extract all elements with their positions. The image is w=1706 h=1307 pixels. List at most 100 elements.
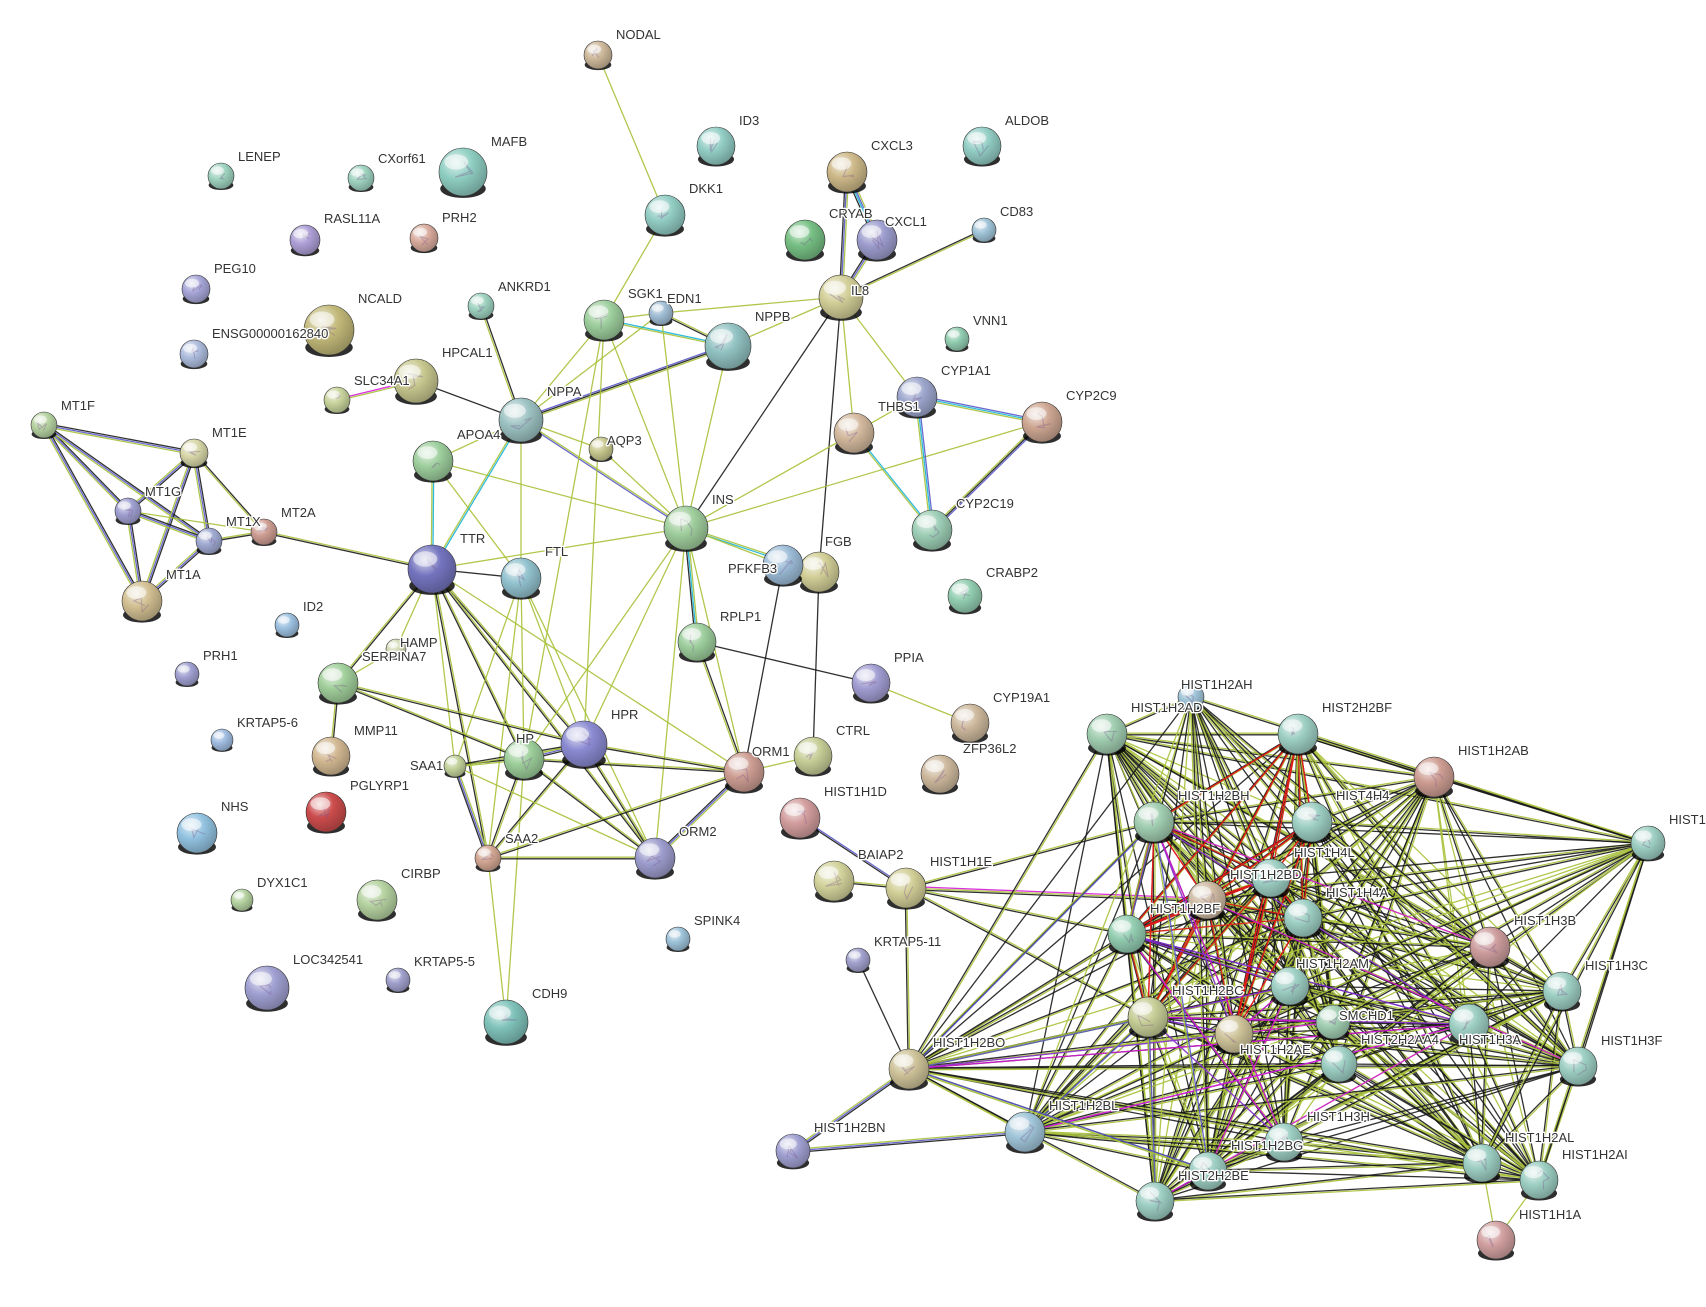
- svg-text:SAA1: SAA1: [410, 758, 443, 773]
- svg-text:MMP11: MMP11: [354, 723, 398, 738]
- svg-text:CTRL: CTRL: [836, 723, 870, 738]
- svg-text:LOC342541: LOC342541: [293, 952, 363, 967]
- svg-text:NCALD: NCALD: [358, 291, 402, 306]
- svg-text:HIST2H2BF: HIST2H2BF: [1322, 700, 1392, 715]
- svg-text:AQP3: AQP3: [607, 433, 642, 448]
- svg-text:PGLYRP1: PGLYRP1: [350, 778, 409, 793]
- svg-text:CXorf61: CXorf61: [378, 151, 426, 166]
- svg-text:HIST1H4A: HIST1H4A: [1326, 885, 1388, 900]
- svg-text:CRYAB: CRYAB: [829, 206, 873, 221]
- svg-text:HIST1H2BD: HIST1H2BD: [1230, 867, 1302, 882]
- svg-text:MT2A: MT2A: [281, 505, 316, 520]
- svg-text:ENSG00000162840: ENSG00000162840: [212, 326, 328, 341]
- svg-text:HIST1H3A: HIST1H3A: [1459, 1032, 1521, 1047]
- svg-text:EDN1: EDN1: [667, 291, 702, 306]
- svg-text:CDH9: CDH9: [532, 986, 567, 1001]
- svg-text:LENEP: LENEP: [238, 149, 281, 164]
- svg-text:SLC34A1: SLC34A1: [354, 373, 410, 388]
- svg-text:CRABP2: CRABP2: [986, 565, 1038, 580]
- svg-text:ZFP36L2: ZFP36L2: [963, 741, 1016, 756]
- svg-text:PRH2: PRH2: [442, 210, 477, 225]
- svg-text:THBS1: THBS1: [878, 399, 920, 414]
- svg-text:HIST1H1A: HIST1H1A: [1519, 1207, 1581, 1222]
- svg-text:PRH1: PRH1: [203, 648, 238, 663]
- svg-text:CYP1A1: CYP1A1: [941, 363, 991, 378]
- svg-text:HIST1H3H: HIST1H3H: [1307, 1109, 1370, 1124]
- svg-text:ID2: ID2: [303, 599, 323, 614]
- svg-text:ID3: ID3: [739, 113, 759, 128]
- svg-text:PEG10: PEG10: [214, 261, 256, 276]
- svg-text:NPPB: NPPB: [755, 309, 790, 324]
- svg-text:FGB: FGB: [825, 534, 852, 549]
- svg-text:CXCL1: CXCL1: [885, 214, 927, 229]
- svg-text:DKK1: DKK1: [689, 181, 723, 196]
- svg-text:HIST1H2AI: HIST1H2AI: [1562, 1147, 1628, 1162]
- svg-text:RPLP1: RPLP1: [720, 609, 761, 624]
- svg-text:HIST1H2AL: HIST1H2AL: [1505, 1130, 1574, 1145]
- svg-text:MT1E: MT1E: [212, 425, 247, 440]
- svg-text:NPPA: NPPA: [547, 384, 582, 399]
- svg-text:INS: INS: [712, 492, 734, 507]
- svg-text:HIST1H2AB: HIST1H2AB: [1458, 743, 1529, 758]
- svg-text:CIRBP: CIRBP: [401, 866, 441, 881]
- svg-text:HPR: HPR: [611, 707, 638, 722]
- svg-text:HIST2H2BE: HIST2H2BE: [1178, 1168, 1249, 1183]
- svg-text:HIST1H2AM: HIST1H2AM: [1296, 956, 1369, 971]
- svg-text:IL8: IL8: [851, 283, 869, 298]
- svg-text:CYP2C9: CYP2C9: [1066, 388, 1117, 403]
- svg-text:PFKFB3: PFKFB3: [728, 561, 777, 576]
- svg-text:HIST1H2BN: HIST1H2BN: [814, 1120, 886, 1135]
- svg-text:CYP19A1: CYP19A1: [993, 690, 1050, 705]
- svg-text:RASL11A: RASL11A: [324, 211, 380, 226]
- svg-text:SERPINA7: SERPINA7: [362, 649, 426, 664]
- svg-text:VNN1: VNN1: [973, 313, 1008, 328]
- svg-text:MAFB: MAFB: [491, 134, 527, 149]
- svg-text:CXCL3: CXCL3: [871, 138, 913, 153]
- svg-text:HIST1H2BO: HIST1H2BO: [933, 1035, 1005, 1050]
- svg-text:SMCHD1: SMCHD1: [1339, 1008, 1394, 1023]
- svg-text:HIST1H2BL: HIST1H2BL: [1049, 1098, 1118, 1113]
- svg-text:HPCAL1: HPCAL1: [442, 345, 493, 360]
- svg-text:HIST1H3F: HIST1H3F: [1601, 1033, 1662, 1048]
- svg-text:KRTAP5-6: KRTAP5-6: [237, 715, 298, 730]
- svg-text:HIST4H4: HIST4H4: [1336, 788, 1389, 803]
- svg-text:HIST1H1E: HIST1H1E: [930, 854, 992, 869]
- svg-text:NODAL: NODAL: [616, 27, 661, 42]
- svg-text:CYP2C19: CYP2C19: [956, 496, 1014, 511]
- svg-text:CD83: CD83: [1000, 204, 1033, 219]
- svg-text:HP: HP: [516, 731, 534, 746]
- svg-text:HIST1H3C: HIST1H3C: [1585, 958, 1648, 973]
- svg-text:MT1X: MT1X: [226, 514, 261, 529]
- svg-text:HIST1H3B: HIST1H3B: [1514, 913, 1576, 928]
- svg-text:HIST1H2AE: HIST1H2AE: [1240, 1042, 1311, 1057]
- svg-text:HIST1H2AD: HIST1H2AD: [1131, 700, 1203, 715]
- svg-text:HIST1H2BH: HIST1H2BH: [1178, 788, 1250, 803]
- svg-text:NHS: NHS: [221, 799, 249, 814]
- svg-text:MT1F: MT1F: [61, 398, 95, 413]
- svg-text:BAIAP2: BAIAP2: [858, 847, 904, 862]
- svg-text:SGK1: SGK1: [628, 286, 663, 301]
- svg-text:ANKRD1: ANKRD1: [498, 279, 551, 294]
- svg-text:APOA4: APOA4: [457, 427, 500, 442]
- svg-text:ORM1: ORM1: [752, 744, 790, 759]
- svg-text:HIST1H2BC: HIST1H2BC: [1172, 983, 1244, 998]
- svg-text:DYX1C1: DYX1C1: [257, 875, 308, 890]
- svg-text:ORM2: ORM2: [679, 824, 717, 839]
- svg-text:MT1G: MT1G: [145, 484, 181, 499]
- svg-text:HIST1H2AH: HIST1H2AH: [1181, 677, 1253, 692]
- svg-text:SPINK4: SPINK4: [694, 913, 740, 928]
- svg-text:KRTAP5-11: KRTAP5-11: [874, 934, 941, 949]
- svg-text:PPIA: PPIA: [894, 650, 924, 665]
- svg-text:FTL: FTL: [545, 544, 568, 559]
- svg-text:HIST1H1D: HIST1H1D: [824, 784, 887, 799]
- svg-text:HIST1H2BF: HIST1H2BF: [1150, 901, 1220, 916]
- svg-text:HIST1H2BG: HIST1H2BG: [1231, 1138, 1303, 1153]
- svg-text:SAA2: SAA2: [505, 831, 538, 846]
- svg-text:HIST2H2AA4: HIST2H2AA4: [1361, 1032, 1439, 1047]
- svg-text:TTR: TTR: [460, 531, 485, 546]
- svg-text:HAMP: HAMP: [400, 635, 438, 650]
- svg-text:HIST1H2B: HIST1H2B: [1669, 812, 1706, 827]
- svg-text:ALDOB: ALDOB: [1005, 113, 1049, 128]
- svg-text:HIST1H4L: HIST1H4L: [1294, 845, 1355, 860]
- svg-text:MT1A: MT1A: [166, 567, 201, 582]
